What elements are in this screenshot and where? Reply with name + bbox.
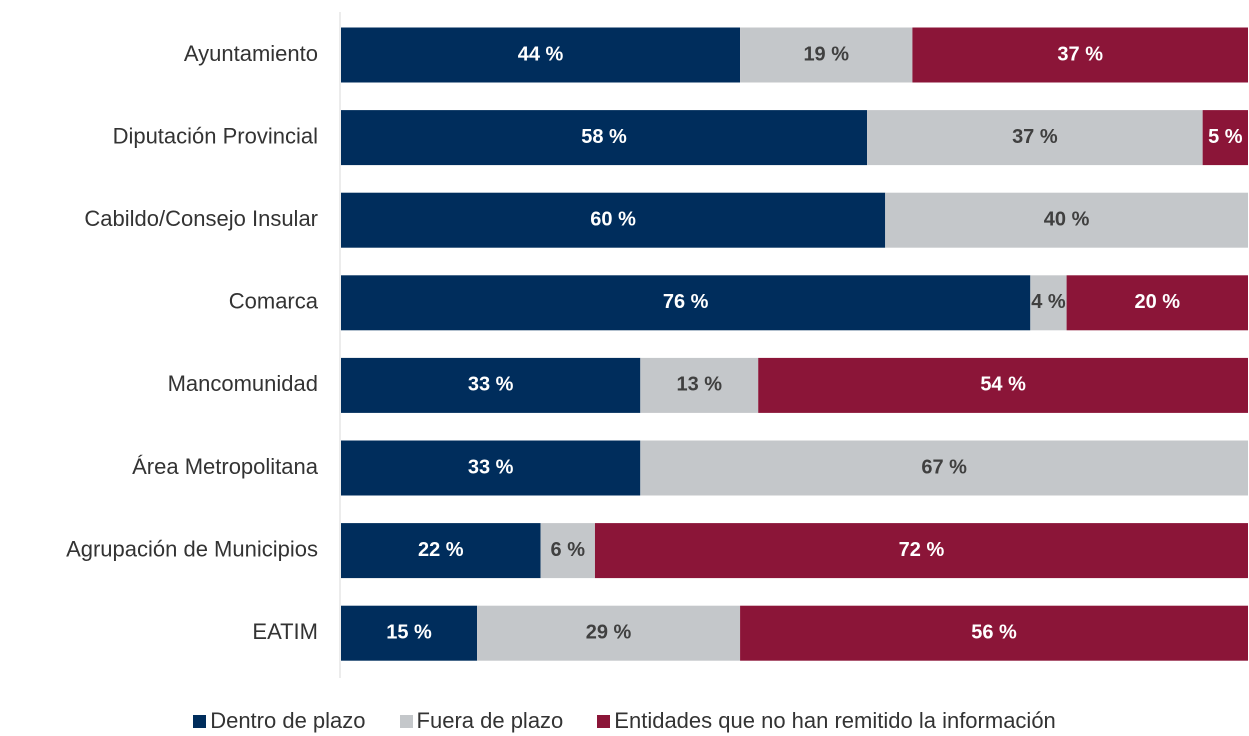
bar-segment xyxy=(540,523,595,579)
legend-swatch xyxy=(597,714,611,728)
legend-label: Dentro de plazo xyxy=(210,708,366,733)
bar-segment xyxy=(341,605,478,661)
data-label: 33 % xyxy=(468,374,514,396)
bar-segment xyxy=(1066,275,1248,331)
category-label: Cabildo/Consejo Insular xyxy=(84,206,318,231)
category-label: EATIM xyxy=(252,619,318,644)
data-label: 19 % xyxy=(803,43,849,65)
data-label: 33 % xyxy=(468,456,514,478)
legend-item-fuera: Fuera de plazo xyxy=(399,708,564,734)
category-label: Agrupación de Municipios xyxy=(66,536,318,561)
data-label: 40 % xyxy=(1044,208,1090,230)
data-label: 60 % xyxy=(590,208,636,230)
legend-item-no-remitido: Entidades que no han remitido la informa… xyxy=(597,708,1056,734)
bar-segment xyxy=(640,440,1248,496)
data-label: 4 % xyxy=(1031,291,1066,313)
data-label: 20 % xyxy=(1135,291,1181,313)
bar-segment xyxy=(341,275,1031,331)
data-label: 67 % xyxy=(921,456,967,478)
data-label: 37 % xyxy=(1057,43,1103,65)
data-label: 15 % xyxy=(386,621,432,643)
data-label: 37 % xyxy=(1012,126,1058,148)
category-label: Área Metropolitana xyxy=(132,454,319,479)
data-label: 58 % xyxy=(581,126,627,148)
bar-segment xyxy=(640,357,759,413)
bar-segment xyxy=(594,523,1248,579)
legend-label: Fuera de plazo xyxy=(416,708,564,733)
bar-segment xyxy=(341,357,641,413)
data-label: 44 % xyxy=(518,43,564,65)
category-labels: Ayuntamiento Diputación Provincial Cabildo… xyxy=(66,41,319,644)
bar-segment xyxy=(341,440,641,496)
data-label: 54 % xyxy=(980,374,1026,396)
bar-segment xyxy=(758,357,1248,413)
data-label: 72 % xyxy=(899,539,945,561)
category-label: Diputación Provincial xyxy=(113,123,318,148)
legend-swatch xyxy=(399,714,413,728)
legend-swatch xyxy=(193,714,207,728)
bar-segment xyxy=(867,110,1203,166)
category-label: Comarca xyxy=(229,289,319,314)
bar-segment xyxy=(477,605,741,661)
bar-segment xyxy=(341,192,886,248)
legend-item-dentro: Dentro de plazo xyxy=(193,708,366,734)
category-label: Ayuntamiento xyxy=(184,41,318,66)
bar-segment xyxy=(885,192,1248,248)
legend-label: Entidades que no han remitido la informa… xyxy=(614,708,1056,733)
bar-segment xyxy=(740,605,1248,661)
category-label: Mancomunidad xyxy=(168,371,318,396)
bar-segment xyxy=(341,27,741,83)
data-label: 29 % xyxy=(586,621,632,643)
bar-segment xyxy=(1030,275,1067,331)
data-label: 22 % xyxy=(418,539,464,561)
bar-segment xyxy=(341,523,541,579)
data-label: 76 % xyxy=(663,291,709,313)
data-label: 13 % xyxy=(676,374,722,396)
bars-group: 44 % 19 % 37 % 58 % 37 % 5 % 60 % 40 % 76 % 4 % 20… xyxy=(341,27,1248,661)
bar-segment xyxy=(912,27,1248,83)
data-label: 5 % xyxy=(1208,126,1243,148)
legend: Dentro de plazo Fuera de plazo Entidades… xyxy=(0,708,1249,734)
data-label: 56 % xyxy=(971,621,1017,643)
bar-segment xyxy=(341,110,868,166)
bar-segment xyxy=(740,27,913,83)
data-label: 6 % xyxy=(551,539,586,561)
bar-segment xyxy=(1202,110,1248,166)
